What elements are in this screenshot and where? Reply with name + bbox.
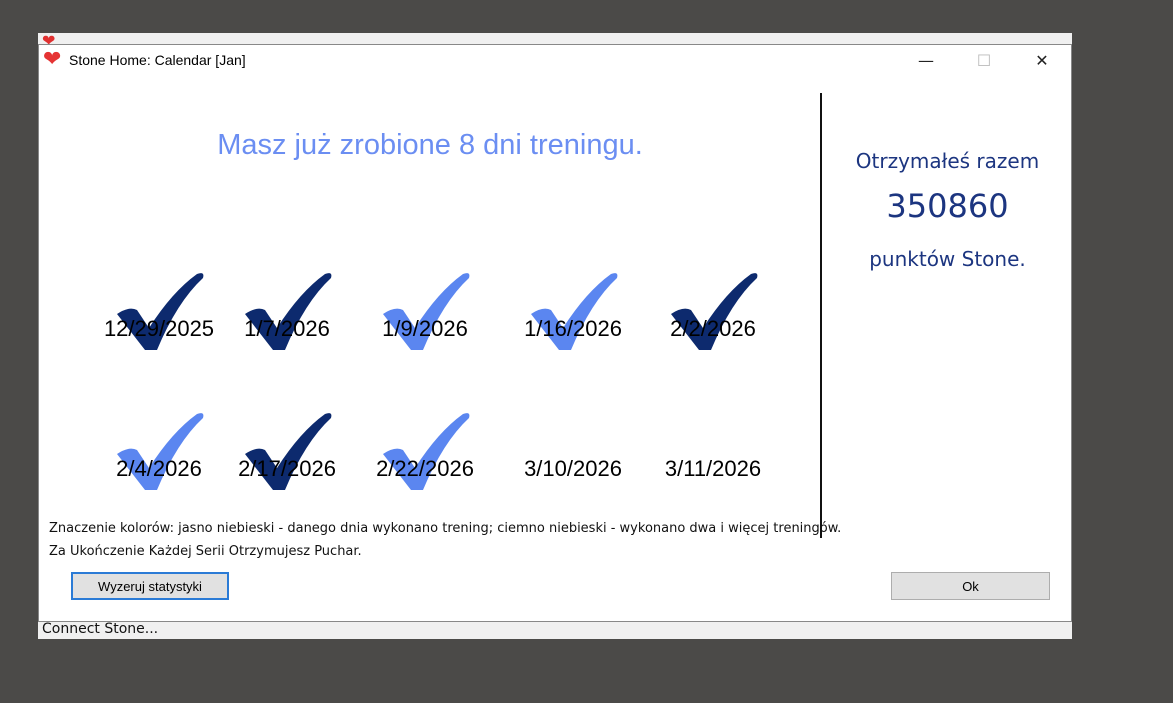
calendar-dialog: ❤ Stone Home: Calendar [Jan] — ☐ ✕ Masz … [38,44,1072,622]
points-value: 350860 [886,187,1009,225]
checkmark-icon [531,273,618,350]
day-date: 3/10/2026 [524,456,622,481]
calendar-day: 1/9/2026 [355,272,495,372]
checkmark-icon [117,413,204,490]
day-date: 2/17/2026 [238,456,336,481]
day-date: 1/9/2026 [382,316,468,341]
calendar-day: 2/4/2026 [89,412,229,512]
title-bar[interactable]: ❤ Stone Home: Calendar [Jan] — ☐ ✕ [39,45,1071,77]
calendar-day: 2/22/2026 [355,412,495,512]
status-text: Connect Stone... [42,621,159,637]
background-status-bar: Connect Stone... [38,620,1072,639]
ok-button[interactable]: Ok [891,572,1050,600]
day-date: 3/11/2026 [664,456,762,481]
heart-icon: ❤ [43,47,62,72]
checkmark-icon [117,273,204,350]
close-button[interactable]: ✕ [1035,51,1049,70]
calendar-day: 2/2/2026 [643,272,783,372]
calendar-day: 12/29/2025 [89,272,229,372]
window-title: Stone Home: Calendar [Jan] [69,52,246,68]
color-legend: Znaczenie kolorów: jasno niebieski - dan… [49,521,842,536]
day-date: 1/16/2026 [524,316,622,341]
checkmark-icon [383,273,470,350]
minimize-button[interactable]: — [918,51,934,70]
reset-stats-button[interactable]: Wyzeruj statystyki [71,572,229,600]
day-date: 12/29/2025 [103,316,215,341]
points-label-1: Otrzymałeś razem [855,149,1040,173]
checkmark-icon [245,273,332,350]
calendar-day: 3/10/2026 [503,412,643,512]
day-date: 1/7/2026 [244,316,330,341]
background-window-titlebar [38,33,1072,47]
day-date: 2/2/2026 [670,316,756,341]
training-days-headline: Masz już zrobione 8 dni treningu. [217,129,643,161]
points-label-2: punktów Stone. [869,247,1026,271]
checkmark-icon [245,413,332,490]
maximize-button[interactable]: ☐ [976,51,992,70]
calendar-day: 1/16/2026 [503,272,643,372]
divider [820,93,822,538]
checkmark-icon [671,273,758,350]
calendar-day: 2/17/2026 [217,412,357,512]
checkmark-icon [383,413,470,490]
trophy-note: Za Ukończenie Każdej Serii Otrzymujesz P… [49,544,362,559]
day-date: 2/4/2026 [116,456,202,481]
calendar-day: 3/11/2026 [643,412,783,512]
calendar-day: 1/7/2026 [217,272,357,372]
day-date: 2/22/2026 [376,456,474,481]
